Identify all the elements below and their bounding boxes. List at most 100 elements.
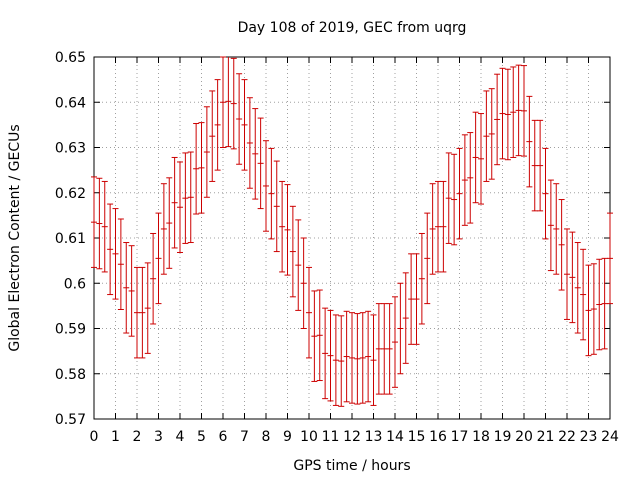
error-bar-point (284, 184, 291, 276)
error-bar-point (311, 290, 318, 382)
x-tick-label: 1 (111, 429, 120, 445)
error-bar-point (601, 257, 608, 350)
error-bar-point (166, 177, 173, 269)
error-bar-point (381, 303, 388, 395)
error-bar-point (273, 160, 280, 253)
error-bar-point (467, 132, 474, 224)
x-tick-label: 2 (133, 429, 142, 445)
error-bar-point (241, 79, 248, 171)
error-bar-point (316, 289, 323, 382)
error-bar-point (397, 282, 404, 375)
error-bar-point (134, 266, 140, 359)
error-bar-point (225, 57, 232, 148)
error-bar-point (187, 151, 194, 244)
error-bar-point (155, 212, 162, 305)
error-bar-point (236, 73, 243, 165)
error-bar-point (252, 108, 259, 200)
error-bar-point (435, 180, 441, 273)
error-bar-point (279, 180, 286, 273)
error-bar-point (392, 296, 398, 388)
error-bar-point (504, 68, 511, 161)
error-bar-point (246, 97, 253, 189)
x-tick-label: 10 (300, 429, 318, 445)
x-tick-label: 15 (408, 429, 426, 445)
error-bar-point (590, 263, 597, 355)
y-tick-label: 0.65 (55, 50, 86, 66)
error-bar-point (327, 309, 334, 402)
error-bar-point (478, 113, 484, 205)
error-bar-point (402, 272, 409, 364)
x-tick-label: 3 (154, 429, 163, 445)
error-bar-point (596, 258, 603, 351)
error-bar-point (117, 218, 124, 310)
error-bar-point (306, 266, 312, 359)
error-bar-point (300, 237, 307, 329)
error-bar-point (547, 179, 554, 272)
error-bar-point (139, 266, 146, 359)
error-bar-point (160, 183, 167, 275)
error-bar-point (214, 79, 221, 171)
y-tick-label: 0.63 (55, 141, 86, 157)
error-bar-point (494, 73, 501, 166)
error-bar-point (209, 90, 216, 182)
y-tick-label: 0.6 (64, 276, 86, 292)
error-bar-point (182, 152, 189, 244)
chart-title: Day 108 of 2019, GEC from uqrg (238, 20, 467, 36)
y-axis-label: Global Electron Content / GECUs (7, 124, 23, 351)
error-bar-point (365, 310, 372, 403)
error-bar-point (96, 177, 103, 270)
error-bar-point (429, 183, 436, 275)
error-bar-point (542, 147, 549, 240)
x-tick-label: 0 (90, 429, 99, 445)
x-tick-label: 21 (537, 429, 555, 445)
x-tick-label: 4 (176, 429, 185, 445)
error-bar-point (198, 122, 205, 214)
error-bar-point (177, 161, 183, 253)
error-bar-point (585, 264, 592, 357)
error-bar-point (322, 307, 329, 400)
x-tick-label: 16 (429, 429, 447, 445)
x-tick-label: 5 (197, 429, 206, 445)
error-bar-point (263, 140, 269, 232)
error-bar-point (386, 303, 393, 395)
error-bar-point (203, 106, 210, 198)
error-bar-point (332, 314, 339, 406)
error-bar-point (230, 57, 237, 150)
x-tick-label: 17 (451, 429, 469, 445)
error-bar-point (440, 180, 447, 273)
error-bar-point (375, 303, 382, 395)
error-bar-point (123, 242, 130, 334)
error-bar-point (510, 66, 517, 158)
error-bar-point (564, 228, 570, 320)
x-tick-label: 9 (283, 429, 292, 445)
error-bar-point (408, 253, 415, 345)
error-bar-point (338, 315, 345, 407)
x-tick-label: 7 (240, 429, 249, 445)
x-tick-label: 14 (386, 429, 404, 445)
error-bar-point (257, 117, 264, 210)
y-tick-label: 0.59 (55, 322, 86, 338)
x-tick-label: 22 (558, 429, 576, 445)
y-tick-label: 0.64 (55, 95, 86, 111)
x-tick-label: 24 (601, 429, 619, 445)
error-bar-point (171, 156, 178, 249)
error-bar-point (101, 180, 108, 273)
x-tick-label: 12 (343, 429, 361, 445)
y-tick-label: 0.57 (55, 412, 86, 428)
x-tick-label: 13 (365, 429, 383, 445)
error-bar-point (112, 208, 119, 300)
y-tick-label: 0.62 (55, 186, 86, 202)
error-bar-point (499, 67, 506, 160)
error-bar-point (91, 176, 97, 268)
error-bar-point (456, 147, 463, 240)
error-bar-point (107, 203, 114, 296)
axis-ticks: 0 1 2 3 4 5 6 7 8 9 10 11 12 13 14 15 16 17 18 19 20 21 22 23 24… (55, 50, 619, 445)
x-tick-label: 6 (219, 429, 228, 445)
error-bar-point (359, 312, 366, 404)
error-bar-point (289, 205, 296, 298)
y-tick-label: 0.58 (55, 367, 86, 383)
error-bar-point (607, 212, 613, 305)
y-tick-label: 0.61 (55, 231, 86, 247)
error-bar-point (343, 310, 350, 403)
error-bar-point (128, 245, 135, 337)
